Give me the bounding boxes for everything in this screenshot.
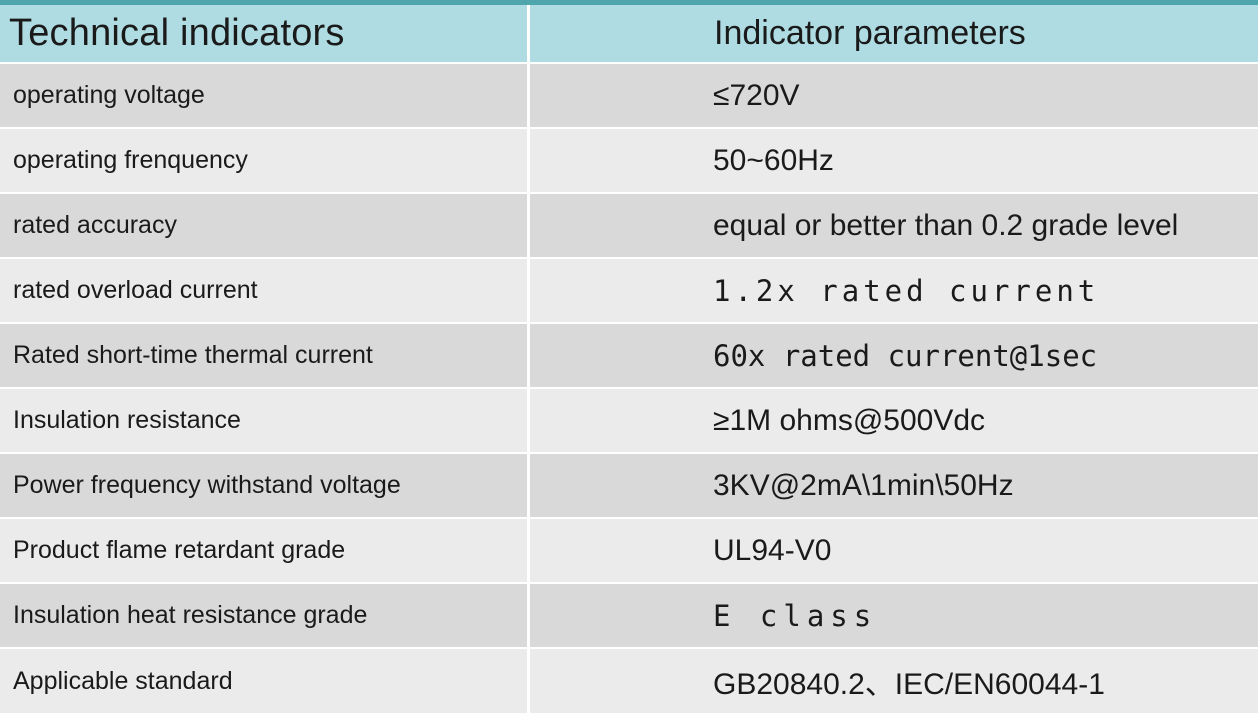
row-label-rated-overload-current: rated overload current [0, 259, 527, 322]
row-label-operating-frequency: operating frenquency [0, 129, 527, 192]
row-value-applicable-standard: GB20840.2、IEC/EN60044-1 [530, 649, 1258, 713]
row-label-applicable-standard: Applicable standard [0, 649, 527, 713]
row-value-power-frequency-withstand-voltage: 3KV@2mA\1min\50Hz [530, 454, 1258, 517]
row-label-power-frequency-withstand-voltage: Power frequency withstand voltage [0, 454, 527, 517]
row-label-insulation-resistance: Insulation resistance [0, 389, 527, 452]
header-technical-indicators: Technical indicators [0, 5, 527, 62]
header-indicator-parameters: Indicator parameters [530, 5, 1258, 62]
row-label-rated-accuracy: rated accuracy [0, 194, 527, 257]
row-label-rated-short-time-thermal-current: Rated short-time thermal current [0, 324, 527, 387]
row-label-product-flame-retardant-grade: Product flame retardant grade [0, 519, 527, 582]
row-value-operating-voltage: ≤720V [530, 64, 1258, 127]
row-value-product-flame-retardant-grade: UL94-V0 [530, 519, 1258, 582]
row-label-operating-voltage: operating voltage [0, 64, 527, 127]
row-value-insulation-resistance: ≥1M ohms@500Vdc [530, 389, 1258, 452]
top-accent-bar [0, 0, 1258, 5]
row-label-insulation-heat-resistance-grade: Insulation heat resistance grade [0, 584, 527, 647]
row-value-insulation-heat-resistance-grade: E class [530, 584, 1258, 647]
row-value-operating-frequency: 50~60Hz [530, 129, 1258, 192]
technical-specifications-table: Technical indicators Indicator parameter… [0, 5, 1258, 713]
row-value-rated-accuracy: equal or better than 0.2 grade level [530, 194, 1258, 257]
row-value-rated-short-time-thermal-current: 60x rated current@1sec [530, 324, 1258, 387]
row-value-rated-overload-current: 1.2x rated current [530, 259, 1258, 322]
